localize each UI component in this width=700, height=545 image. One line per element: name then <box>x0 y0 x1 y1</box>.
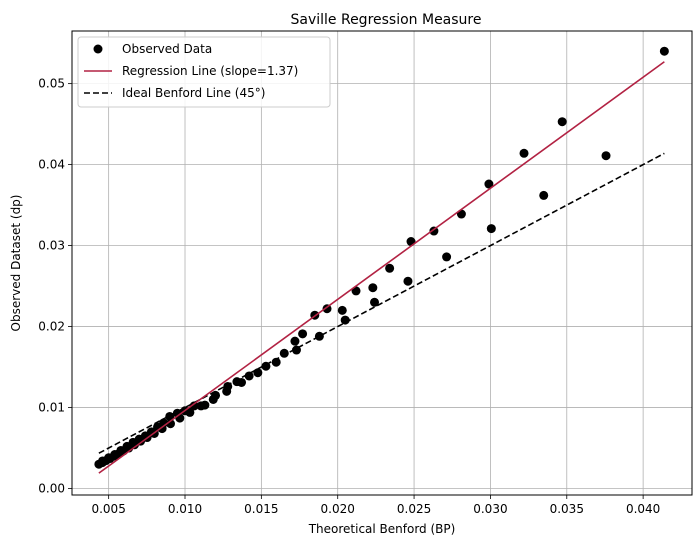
legend-label-observed: Observed Data <box>122 42 212 56</box>
observed-data-point <box>172 408 182 418</box>
observed-data-point <box>442 252 452 262</box>
observed-data-point <box>244 371 254 381</box>
x-axis-label: Theoretical Benford (BP) <box>308 522 456 536</box>
observed-data-point <box>519 148 529 158</box>
observed-data-point <box>337 305 347 315</box>
x-tick-label: 0.035 <box>550 502 584 516</box>
legend-label-regression: Regression Line (slope=1.37) <box>122 64 298 78</box>
observed-data-point <box>211 390 221 400</box>
observed-data-point <box>385 263 395 273</box>
y-tick-label: 0.03 <box>38 239 65 253</box>
observed-data-point <box>486 224 496 234</box>
y-tick-label: 0.02 <box>38 320 65 334</box>
observed-data-point <box>659 46 669 56</box>
observed-data-point <box>271 357 281 367</box>
observed-data-point <box>279 348 289 358</box>
observed-data-point <box>601 151 611 161</box>
x-tick-label: 0.030 <box>473 502 507 516</box>
observed-data-point <box>429 226 439 236</box>
grid <box>72 31 692 495</box>
observed-data-point <box>200 400 210 410</box>
observed-data-point <box>290 336 300 346</box>
x-tick-label: 0.020 <box>321 502 355 516</box>
regression-line <box>98 61 665 474</box>
plot-area <box>94 46 669 474</box>
observed-data-point <box>340 315 350 325</box>
legend-marker-observed <box>93 44 103 54</box>
x-tick-label: 0.010 <box>168 502 202 516</box>
observed-data-point <box>368 283 378 293</box>
observed-data-point <box>165 419 175 429</box>
observed-data-point <box>314 331 324 341</box>
y-tick-label: 0.01 <box>38 401 65 415</box>
x-tick-label: 0.025 <box>397 502 431 516</box>
observed-data-point <box>298 329 308 339</box>
legend-frame <box>77 36 331 108</box>
observed-data-point <box>189 401 199 411</box>
legend: Observed Data Regression Line (slope=1.3… <box>77 36 331 108</box>
y-tick-label: 0.00 <box>38 482 65 496</box>
observed-data-point <box>484 179 494 189</box>
observed-data-point <box>232 377 242 387</box>
observed-data-point <box>557 117 567 127</box>
axes-frame <box>71 30 693 496</box>
ideal-benford-line <box>98 152 665 454</box>
y-tick-label: 0.05 <box>38 77 65 91</box>
x-tick-label: 0.040 <box>626 502 660 516</box>
observed-data-point <box>253 368 263 378</box>
observed-data-point <box>370 297 380 307</box>
observed-data-point <box>403 276 413 286</box>
observed-data-point <box>223 381 233 391</box>
ticks: 0.005 0.010 0.015 0.020 0.025 0.030 0.035 0.040… <box>38 77 660 516</box>
legend-label-ideal: Ideal Benford Line (45°) <box>122 86 265 100</box>
y-tick-label: 0.04 <box>38 158 65 172</box>
y-axis-label: Observed Dataset (dp) <box>9 195 23 332</box>
observed-data-point <box>539 190 549 200</box>
x-tick-label: 0.015 <box>244 502 278 516</box>
x-tick-label: 0.005 <box>91 502 125 516</box>
chart-title: Saville Regression Measure <box>290 12 481 28</box>
observed-data-point <box>165 411 175 421</box>
observed-data-point <box>291 345 301 355</box>
observed-data-point <box>261 361 271 371</box>
